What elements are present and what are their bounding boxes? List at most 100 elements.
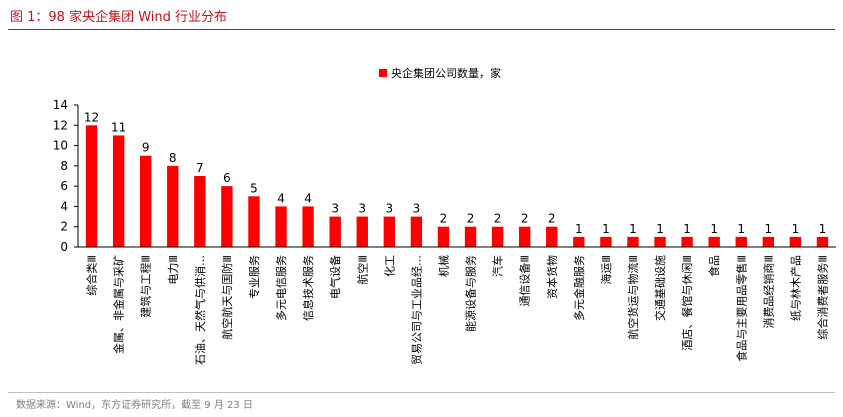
x-tick-label: 航空航天与国防Ⅲ [220, 255, 234, 340]
bar-value-label: 3 [386, 202, 394, 216]
bar [573, 236, 585, 247]
bar-value-label: 12 [84, 110, 99, 124]
bar [167, 165, 179, 247]
bar-value-label: 3 [413, 202, 421, 216]
bar-value-label: 5 [250, 181, 258, 195]
footer-divider [8, 392, 835, 393]
x-tick-label: 汽车 [491, 255, 505, 277]
bar [518, 226, 531, 247]
bar-value-label: 2 [440, 212, 448, 226]
bar [816, 236, 829, 247]
x-tick-label: 专业服务 [247, 255, 261, 299]
bar [627, 236, 639, 247]
bar [708, 236, 720, 247]
x-tick-label: 交通基础设施 [653, 255, 667, 321]
y-tick-label: 0 [60, 240, 68, 254]
bar [762, 236, 775, 247]
bar [681, 236, 693, 247]
y-tick-label: 6 [60, 179, 68, 193]
x-tick-label: 多元金融服务 [572, 255, 586, 321]
bar [464, 226, 477, 247]
x-tick-label: 金属、非金属与采矿 [112, 255, 126, 354]
bar-value-label: 2 [467, 212, 475, 226]
x-tick-label: 建筑与工程Ⅲ [139, 255, 153, 318]
x-tick-label: 资本货物 [545, 255, 559, 299]
y-tick-label: 8 [60, 159, 68, 173]
x-tick-label: 机械 [436, 255, 450, 277]
bar-value-label: 7 [196, 161, 204, 175]
x-tick-label: 消费品经销商Ⅲ [761, 255, 775, 329]
bar-value-label: 2 [521, 212, 529, 226]
bar-value-label: 1 [683, 222, 691, 236]
bar-value-label: 1 [792, 222, 800, 236]
y-tick-label: 4 [60, 199, 68, 213]
y-tick-label: 10 [53, 139, 68, 153]
bar-value-label: 11 [111, 120, 126, 134]
bar-value-label: 1 [737, 222, 745, 236]
bar [275, 206, 287, 247]
x-tick-label: 航空货运与物流Ⅲ [626, 255, 640, 340]
x-tick-label: 综合消费者服务Ⅲ [815, 255, 829, 340]
bar-value-label: 1 [575, 222, 583, 236]
bar [248, 196, 260, 247]
x-tick-label: 贸易公司与工业品经… [410, 255, 423, 365]
bar-value-label: 1 [656, 222, 664, 236]
bar [410, 216, 423, 247]
bar [302, 206, 314, 247]
bar-value-label: 6 [223, 171, 231, 185]
bar-value-label: 1 [819, 222, 827, 236]
bar [437, 226, 450, 247]
bar-value-label: 1 [629, 222, 637, 236]
bar-value-label: 1 [602, 222, 610, 236]
x-tick-label: 多元电信服务 [274, 255, 288, 321]
title-divider [8, 29, 835, 30]
bar [329, 216, 341, 247]
legend-swatch [379, 69, 387, 77]
y-axis: 0 2 4 6 8 10 12 14 [53, 98, 79, 254]
x-tick-label: 能源设备与服务 [464, 255, 478, 332]
legend: 央企集团公司数量，家 [379, 66, 501, 80]
x-tick-label: 通信设备Ⅲ [518, 255, 532, 307]
bar-value-label: 4 [304, 191, 312, 205]
y-tick-label: 14 [53, 98, 68, 112]
x-tick-label: 电气设备 [328, 255, 342, 299]
bar [356, 216, 368, 247]
figure-title: 图 1：98 家央企集团 Wind 行业分布 [10, 10, 228, 25]
x-axis: 综合类Ⅲ 金属、非金属与采矿 建筑与工程Ⅲ 电力Ⅲ 石油、天然气与供消… 航空航天与国防Ⅲ… [78, 246, 836, 365]
bar-value-label: 4 [277, 191, 285, 205]
x-tick-label: 航空Ⅲ [355, 255, 369, 285]
bar [600, 236, 612, 247]
bar-value-label: 1 [765, 222, 773, 236]
source-note: 数据来源：Wind，东方证券研究所，截至 9 月 23 日 [16, 400, 253, 411]
legend-label: 央企集团公司数量，家 [391, 66, 501, 80]
bar [491, 226, 504, 247]
bar [789, 236, 802, 247]
x-tick-label: 综合类Ⅲ [85, 255, 99, 296]
bar-value-label: 9 [142, 141, 150, 155]
bar [112, 135, 125, 247]
bar [735, 236, 747, 247]
x-tick-label: 海运Ⅲ [599, 255, 613, 285]
x-tick-label: 食品 [707, 255, 721, 277]
x-tick-label: 信息技术服务 [301, 255, 315, 321]
bar-value-label: 1 [710, 222, 718, 236]
x-tick-label: 纸与林木产品 [788, 255, 802, 321]
bar [221, 186, 233, 247]
bar [546, 226, 558, 247]
y-tick-label: 2 [60, 220, 68, 234]
bar [139, 155, 152, 247]
bar [654, 236, 666, 247]
bar-value-label: 3 [331, 202, 339, 216]
bar [194, 176, 206, 247]
bar-value-label: 2 [548, 212, 556, 226]
bar-value-label: 3 [358, 202, 366, 216]
x-tick-label: 酒店、餐馆与休闲Ⅲ [680, 255, 694, 351]
x-tick-label: 食品与主要用品零售Ⅲ [734, 255, 748, 362]
x-tick-label: 石油、天然气与供消… [193, 255, 207, 365]
bar [85, 125, 98, 247]
bar [383, 216, 396, 247]
bar-value-label: 8 [169, 151, 177, 165]
bar-value-label: 2 [494, 212, 502, 226]
x-tick-label: 化工 [382, 255, 396, 277]
